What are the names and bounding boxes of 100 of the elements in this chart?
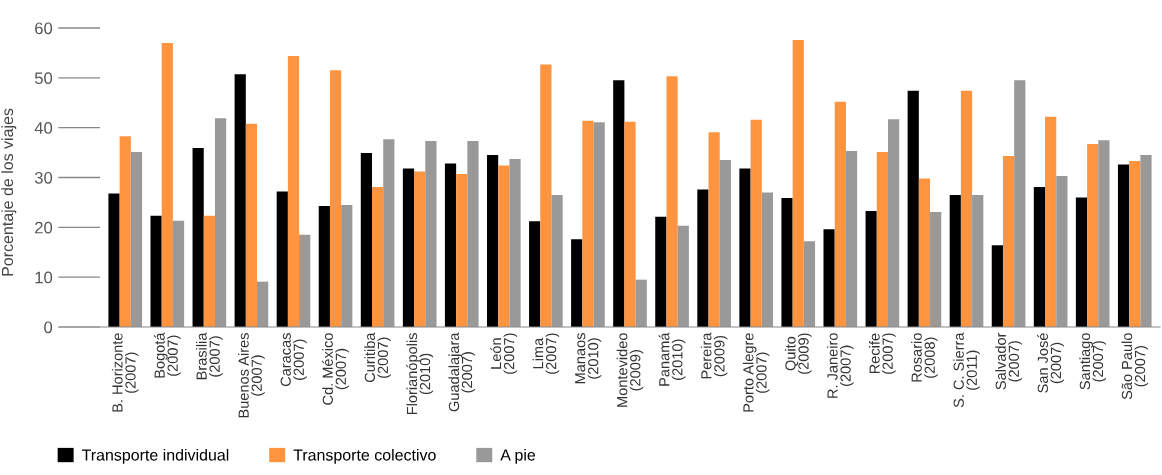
y-tick-label: 50 bbox=[34, 72, 53, 85]
x-tick-label: Quito (2009) bbox=[784, 333, 812, 374]
bar bbox=[444, 163, 457, 327]
bar bbox=[803, 241, 816, 327]
y-tick-label: 20 bbox=[35, 221, 53, 234]
x-tick-label: Recife (2007) bbox=[869, 333, 896, 374]
bar bbox=[509, 159, 521, 327]
x-tick-label: Brasilia (2007) bbox=[196, 332, 223, 380]
bar bbox=[172, 220, 185, 327]
bar bbox=[918, 178, 931, 327]
legend-label: Transporte individual bbox=[81, 448, 229, 464]
bar bbox=[677, 225, 689, 327]
x-tick-label: Caracas (2007) bbox=[280, 333, 307, 387]
bar bbox=[529, 221, 541, 327]
bar bbox=[1033, 186, 1046, 327]
bar bbox=[161, 42, 173, 327]
bar bbox=[845, 151, 858, 327]
bar bbox=[1002, 156, 1015, 327]
bar bbox=[1056, 176, 1068, 327]
bar bbox=[739, 168, 751, 327]
bar bbox=[823, 229, 835, 327]
bar bbox=[834, 101, 846, 327]
bar bbox=[119, 136, 131, 327]
x-tick-label: Porto Alegre (2007) bbox=[742, 333, 770, 412]
bar bbox=[1075, 197, 1088, 327]
bar bbox=[865, 210, 877, 327]
x-tick-label: Cd. México (2007) bbox=[322, 333, 349, 405]
x-tick-label: R. Janeiro (2007) bbox=[826, 333, 854, 398]
x-tick-label: Pereira (2009) bbox=[700, 332, 728, 379]
bar bbox=[582, 120, 594, 327]
bar bbox=[930, 211, 942, 327]
bar bbox=[287, 55, 300, 327]
bar bbox=[1045, 116, 1057, 327]
bar bbox=[907, 90, 919, 327]
bar bbox=[1087, 144, 1099, 327]
bar bbox=[750, 119, 762, 327]
bar bbox=[299, 234, 311, 327]
y-tick-label: 10 bbox=[35, 271, 53, 284]
y-tick-label: 60 bbox=[35, 22, 53, 35]
bar bbox=[761, 192, 774, 327]
x-tick-label: São Paulo (2007) bbox=[1121, 333, 1149, 400]
bar bbox=[425, 141, 437, 327]
bar bbox=[414, 171, 426, 327]
x-tick-label: Lima (2007) bbox=[532, 333, 560, 374]
bar bbox=[498, 165, 510, 327]
bar bbox=[960, 90, 973, 327]
y-tick-label: 0 bbox=[44, 321, 53, 334]
bar bbox=[1098, 140, 1110, 327]
bar bbox=[108, 193, 120, 327]
bar bbox=[540, 64, 552, 327]
bar bbox=[613, 80, 625, 327]
x-tick-label: Manaos (2010) bbox=[575, 333, 602, 384]
bar bbox=[192, 148, 204, 327]
bar bbox=[245, 123, 258, 327]
x-tick-label: Florianópolis (2010) bbox=[406, 333, 434, 415]
x-tick-label: Montevideo (2009) bbox=[616, 333, 644, 407]
bar bbox=[792, 39, 804, 327]
bar bbox=[666, 76, 678, 327]
bar bbox=[234, 74, 246, 327]
x-tick-label: Santiago (2007) bbox=[1079, 333, 1107, 390]
bar bbox=[991, 245, 1003, 327]
bar bbox=[655, 216, 667, 327]
y-tick-label: 30 bbox=[34, 171, 53, 184]
y-tick-label: 40 bbox=[34, 122, 53, 134]
bar bbox=[329, 70, 342, 327]
bar bbox=[318, 205, 330, 327]
x-tick-label: San José (2007) bbox=[1037, 333, 1064, 393]
y-axis-title: Porcentaje de los viajes bbox=[1, 108, 17, 276]
bar bbox=[486, 155, 499, 327]
bar bbox=[360, 153, 373, 327]
bar bbox=[781, 197, 793, 327]
x-tick-label: B. Horizonte (2007) bbox=[111, 333, 139, 412]
bar bbox=[708, 132, 720, 327]
bar bbox=[624, 121, 636, 327]
bar bbox=[150, 215, 162, 327]
bar bbox=[276, 191, 288, 327]
bar bbox=[887, 119, 900, 327]
bar bbox=[972, 194, 984, 327]
x-tick-label: Curitiba (2007) bbox=[364, 332, 391, 383]
bar bbox=[467, 141, 479, 327]
x-tick-label: Guadalajara (2007) bbox=[448, 332, 476, 412]
bar bbox=[1014, 80, 1026, 327]
bar bbox=[1129, 161, 1141, 327]
bar bbox=[130, 152, 143, 327]
bar bbox=[1140, 155, 1152, 327]
bar bbox=[949, 194, 961, 327]
bar bbox=[341, 204, 353, 327]
bar bbox=[635, 279, 647, 327]
bar bbox=[257, 281, 269, 327]
x-tick-label: Salvador (2007) bbox=[995, 332, 1022, 390]
bar bbox=[551, 194, 563, 327]
bar bbox=[203, 215, 215, 327]
bar bbox=[876, 152, 888, 327]
x-tick-label: Buenos Aires (2007) bbox=[238, 333, 265, 418]
legend-label: Transporte colectivo bbox=[293, 448, 436, 464]
bar bbox=[593, 122, 605, 327]
bar bbox=[1117, 164, 1130, 327]
x-tick-label: S. C. Sierra (2011) bbox=[953, 332, 980, 408]
bar bbox=[383, 139, 395, 327]
x-tick-label: Panamá (2010) bbox=[658, 332, 686, 386]
